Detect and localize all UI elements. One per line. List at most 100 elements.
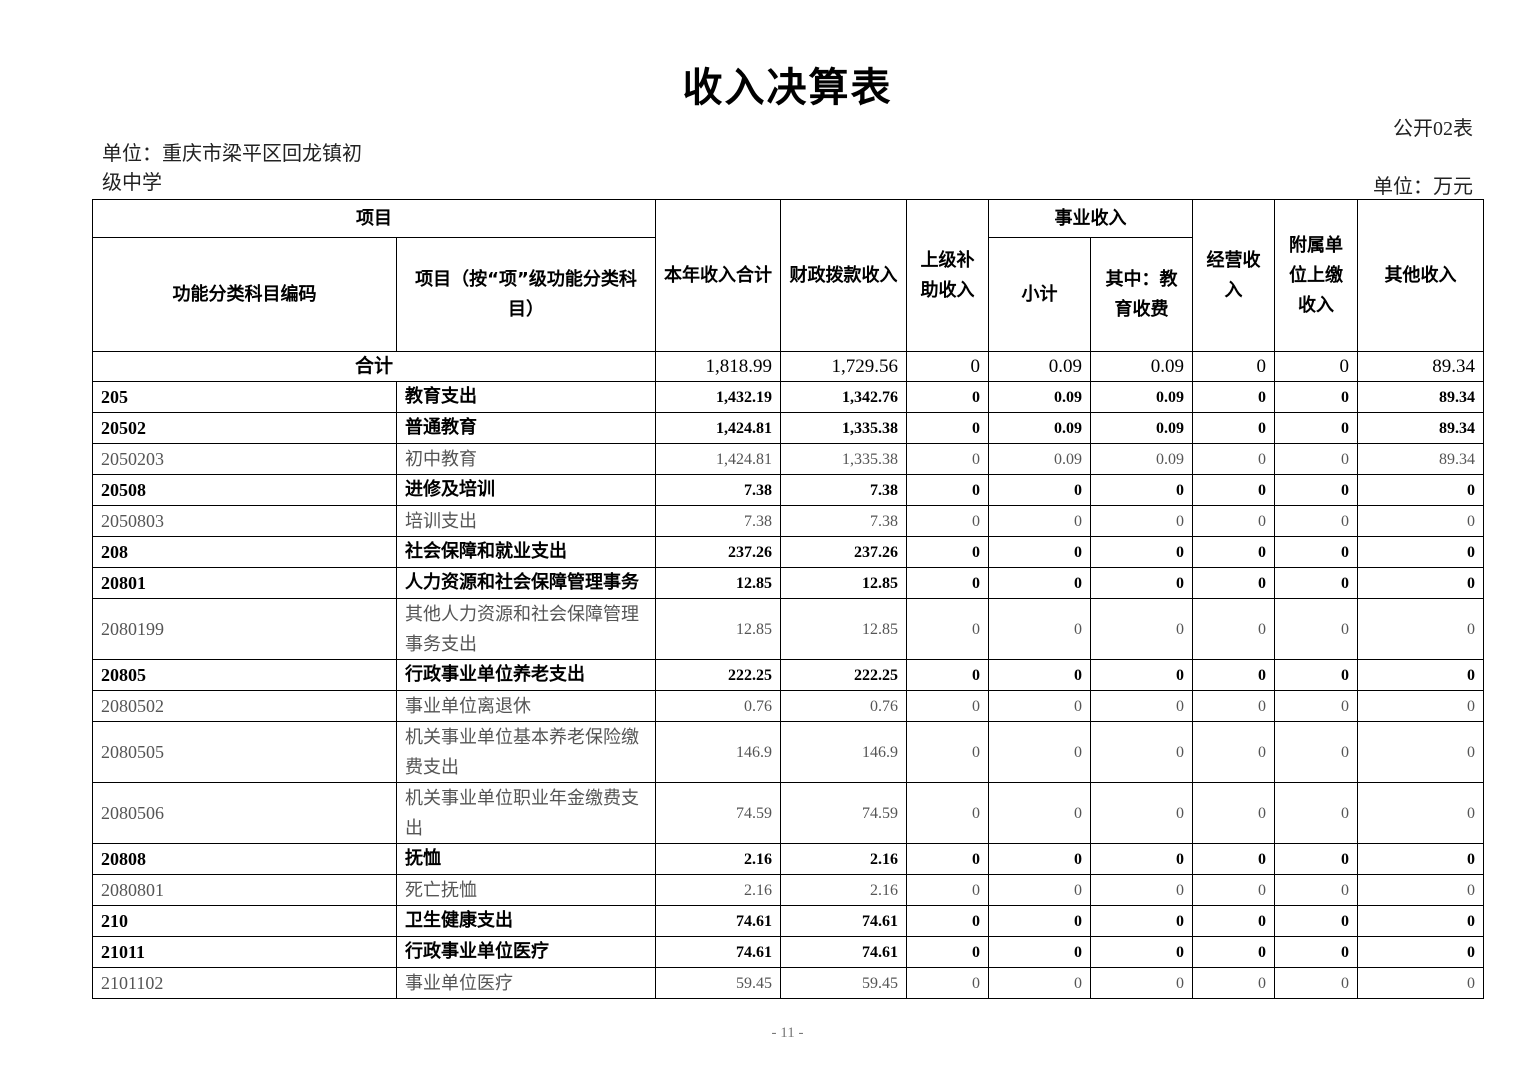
amount-cell: 146.9	[780, 721, 907, 783]
amount-cell: 0.09	[1090, 443, 1193, 475]
amount-cell: 0	[1090, 598, 1193, 660]
amount-cell: 0	[1357, 567, 1484, 599]
subject-code: 20805	[92, 659, 397, 691]
total-cell: 0.09	[1090, 351, 1193, 382]
amount-cell: 0	[1357, 659, 1484, 691]
amount-cell: 0	[1357, 536, 1484, 568]
table-row: 2080199 其他人力资源和社会保障管理事务支出 12.85 12.85 0 0 0 0 0 0	[92, 598, 1484, 660]
reporting-unit: 单位：重庆市梁平区回龙镇初级中学	[102, 143, 362, 194]
subject-name: 机关事业单位基本养老保险缴费支出	[396, 721, 656, 783]
total-cell: 89.34	[1357, 351, 1484, 382]
amount-cell: 74.61	[655, 936, 781, 968]
subject-code: 21011	[92, 936, 397, 968]
amount-cell: 0	[1192, 536, 1275, 568]
amount-cell: 0.76	[780, 690, 907, 722]
amount-cell: 0	[1192, 843, 1275, 875]
header-superior-subsidy: 上级补助收入	[906, 199, 989, 352]
amount-cell: 74.61	[780, 936, 907, 968]
amount-cell: 0	[988, 690, 1091, 722]
page-title: 收入决算表	[682, 65, 893, 111]
amount-cell: 0	[906, 905, 989, 937]
subject-name: 普通教育	[396, 412, 656, 444]
amount-cell: 0	[1274, 967, 1358, 999]
amount-cell: 0.09	[988, 381, 1091, 413]
amount-cell: 0	[906, 412, 989, 444]
amount-cell: 0	[1090, 567, 1193, 599]
amount-cell: 0	[1357, 905, 1484, 937]
total-cell: 1,729.56	[780, 351, 907, 382]
amount-cell: 7.38	[780, 505, 907, 537]
amount-cell: 0	[1274, 936, 1358, 968]
total-cell: 0	[1274, 351, 1358, 382]
amount-cell: 0	[1274, 874, 1358, 906]
amount-cell: 0	[1274, 843, 1358, 875]
amount-cell: 0	[988, 721, 1091, 783]
form-number: 公开02表	[1393, 118, 1473, 140]
amount-cell: 0	[1274, 598, 1358, 660]
subject-name: 行政事业单位养老支出	[396, 659, 656, 691]
total-row: 合计 1,818.99 1,729.56 0 0.09 0.09 0 0 89.…	[92, 351, 1484, 382]
subject-name: 培训支出	[396, 505, 656, 537]
amount-cell: 0	[1192, 721, 1275, 783]
subject-name: 死亡抚恤	[396, 874, 656, 906]
subject-code: 210	[92, 905, 397, 937]
page-number: - 11 -	[771, 1025, 804, 1041]
amount-cell: 0	[1274, 905, 1358, 937]
amount-cell: 0	[988, 782, 1091, 844]
amount-cell: 0	[1357, 936, 1484, 968]
amount-cell: 0	[988, 874, 1091, 906]
amount-cell: 0	[1274, 412, 1358, 444]
header-affiliated-income: 附属单位上缴收入	[1274, 199, 1358, 352]
amount-cell: 0	[1192, 874, 1275, 906]
amount-cell: 222.25	[655, 659, 781, 691]
amount-cell: 0	[906, 721, 989, 783]
amount-cell: 1,424.81	[655, 443, 781, 475]
amount-cell: 74.59	[780, 782, 907, 844]
amount-cell: 146.9	[655, 721, 781, 783]
table-row: 20801 人力资源和社会保障管理事务 12.85 12.85 0 0 0 0 0 0	[92, 567, 1484, 599]
amount-cell: 74.59	[655, 782, 781, 844]
amount-cell: 0	[1357, 474, 1484, 506]
table-row: 20805 行政事业单位养老支出 222.25 222.25 0 0 0 0 0 0	[92, 659, 1484, 691]
subject-code: 2050803	[92, 505, 397, 537]
amount-cell: 0	[906, 598, 989, 660]
amount-cell: 0	[1274, 782, 1358, 844]
amount-cell: 74.61	[780, 905, 907, 937]
subject-name: 人力资源和社会保障管理事务	[396, 567, 656, 599]
amount-cell: 0	[1274, 474, 1358, 506]
header-code: 功能分类科目编码	[92, 237, 397, 352]
amount-cell: 0	[906, 936, 989, 968]
amount-cell: 0	[906, 443, 989, 475]
amount-cell: 0	[1090, 536, 1193, 568]
table-row: 2080505 机关事业单位基本养老保险缴费支出 146.9 146.9 0 0 0 0 0 0	[92, 721, 1484, 783]
amount-cell: 0	[1090, 843, 1193, 875]
amount-cell: 0	[988, 905, 1091, 937]
header-total-income: 本年收入合计	[655, 199, 781, 352]
amount-cell: 0	[1274, 443, 1358, 475]
amount-cell: 0	[906, 843, 989, 875]
amount-cell: 0	[988, 474, 1091, 506]
amount-cell: 89.34	[1357, 412, 1484, 444]
amount-cell: 0	[1090, 905, 1193, 937]
total-cell: 0	[1192, 351, 1275, 382]
subject-code: 2080502	[92, 690, 397, 722]
amount-cell: 1,342.76	[780, 381, 907, 413]
amount-cell: 0	[1090, 659, 1193, 691]
header-business-subtotal: 小计	[988, 237, 1091, 352]
amount-cell: 0	[988, 567, 1091, 599]
amount-cell: 0	[1192, 474, 1275, 506]
total-cell: 1,818.99	[655, 351, 781, 382]
subject-name: 事业单位离退休	[396, 690, 656, 722]
subject-code: 2080801	[92, 874, 397, 906]
amount-cell: 0	[1357, 782, 1484, 844]
amount-cell: 59.45	[655, 967, 781, 999]
total-label: 合计	[92, 351, 656, 382]
amount-cell: 222.25	[780, 659, 907, 691]
table-row: 2050203 初中教育 1,424.81 1,335.38 0 0.09 0.09 0 0 89…	[92, 443, 1484, 475]
amount-cell: 0	[1357, 690, 1484, 722]
header-project: 项目	[92, 199, 656, 238]
amount-cell: 74.61	[655, 905, 781, 937]
subject-name: 其他人力资源和社会保障管理事务支出	[396, 598, 656, 660]
subject-code: 20808	[92, 843, 397, 875]
table-row: 2050803 培训支出 7.38 7.38 0 0 0 0 0 0	[92, 505, 1484, 537]
